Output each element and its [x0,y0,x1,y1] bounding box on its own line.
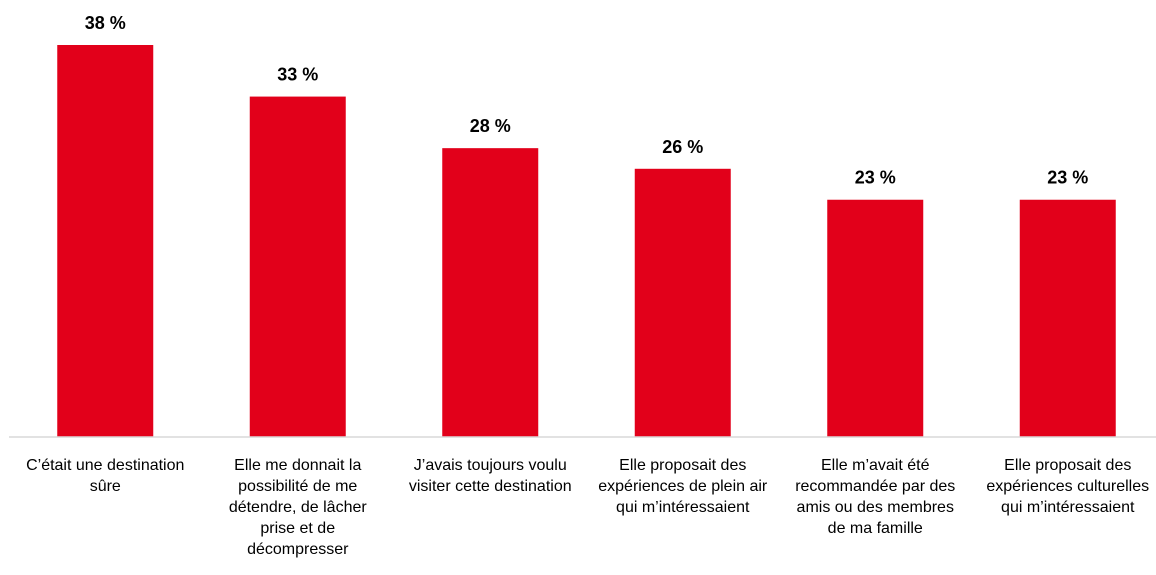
x-tick-label: Elle me donnait la possibilité de me dét… [228,457,367,558]
x-tick-label: C’était une destination sûre [26,457,185,495]
x-tick-label: Elle m’avait été recommandée par des ami… [795,457,956,537]
bar [249,96,346,437]
value-label: 28 % [470,116,511,136]
x-tick-label: Elle proposait des expériences de plein … [598,457,768,516]
bar [57,45,154,437]
bar [442,148,539,437]
x-tick-label: Elle proposait des expériences culturell… [986,457,1150,516]
value-label: 33 % [277,65,318,85]
bar [1019,199,1116,437]
value-label: 23 % [855,168,896,188]
value-label: 23 % [1047,168,1088,188]
value-label: 38 % [85,13,126,33]
bar [827,199,924,437]
bar [634,168,731,437]
x-tick-label: J’avais toujours voulu visiter cette des… [408,457,572,495]
value-label: 26 % [662,137,703,157]
